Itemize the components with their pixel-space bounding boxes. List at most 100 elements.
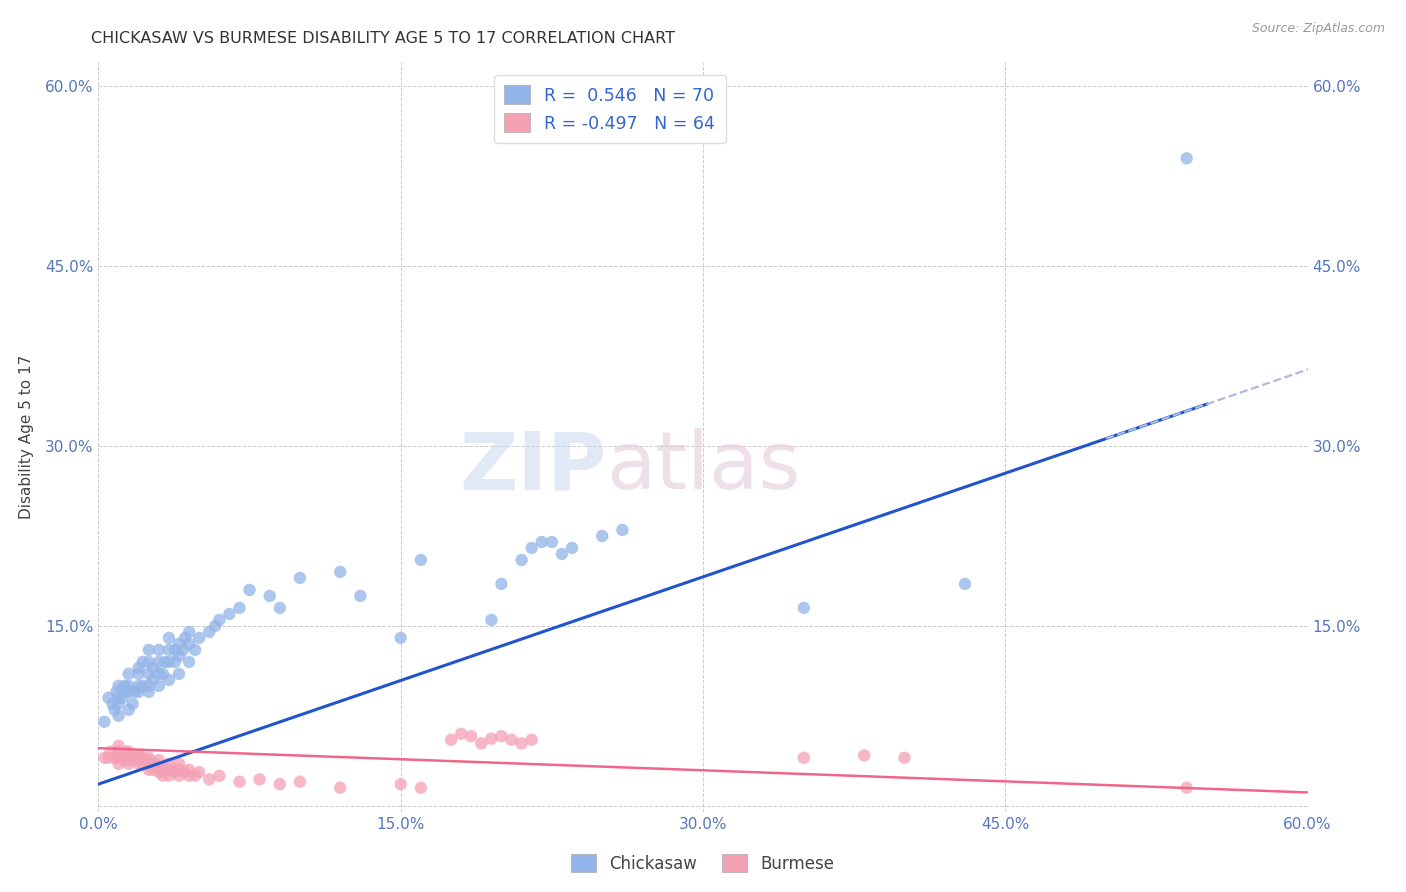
Point <box>138 751 160 765</box>
Point <box>329 565 352 579</box>
Point <box>138 679 160 693</box>
Legend: Chickasaw, Burmese: Chickasaw, Burmese <box>565 847 841 880</box>
Point <box>163 643 186 657</box>
Point <box>132 655 155 669</box>
Point <box>107 751 129 765</box>
Point <box>167 648 190 663</box>
Point <box>188 631 211 645</box>
Point <box>142 661 165 675</box>
Point <box>1175 152 1198 166</box>
Point <box>114 679 136 693</box>
Point <box>107 697 129 711</box>
Point <box>138 655 160 669</box>
Point <box>143 756 166 771</box>
Point <box>491 729 513 743</box>
Point <box>153 655 176 669</box>
Point <box>128 679 150 693</box>
Point <box>481 731 503 746</box>
Point <box>198 772 221 787</box>
Point <box>163 655 186 669</box>
Point <box>288 571 311 585</box>
Point <box>148 666 170 681</box>
Point <box>128 748 150 763</box>
Point <box>107 756 129 771</box>
Point <box>409 780 432 795</box>
Point <box>114 753 136 767</box>
Point <box>148 679 170 693</box>
Point <box>591 529 613 543</box>
Point <box>157 673 180 687</box>
Point <box>612 523 634 537</box>
Point <box>121 697 143 711</box>
Point <box>103 703 125 717</box>
Point <box>93 751 115 765</box>
Point <box>188 765 211 780</box>
Point <box>510 736 533 750</box>
Point <box>97 751 120 765</box>
Point <box>148 765 170 780</box>
Text: ZIP: ZIP <box>458 428 606 506</box>
Point <box>142 673 165 687</box>
Point <box>179 624 201 639</box>
Point <box>148 760 170 774</box>
Point <box>510 553 533 567</box>
Point <box>793 751 815 765</box>
Point <box>132 756 155 771</box>
Point <box>157 643 180 657</box>
Point <box>115 745 138 759</box>
Point <box>107 690 129 705</box>
Point <box>100 745 122 759</box>
Point <box>148 753 170 767</box>
Text: CHICKASAW VS BURMESE DISABILITY AGE 5 TO 17 CORRELATION CHART: CHICKASAW VS BURMESE DISABILITY AGE 5 TO… <box>91 31 675 46</box>
Point <box>132 679 155 693</box>
Point <box>148 655 170 669</box>
Point <box>269 601 291 615</box>
Point <box>152 769 174 783</box>
Point <box>105 685 128 699</box>
Point <box>329 780 352 795</box>
Point <box>174 631 197 645</box>
Point <box>204 619 226 633</box>
Point <box>179 655 201 669</box>
Point <box>551 547 574 561</box>
Point <box>1175 780 1198 795</box>
Point <box>128 685 150 699</box>
Point <box>561 541 583 555</box>
Point <box>111 690 134 705</box>
Point <box>481 613 503 627</box>
Point <box>121 753 143 767</box>
Point <box>118 745 141 759</box>
Point <box>132 751 155 765</box>
Point <box>184 769 207 783</box>
Point <box>128 661 150 675</box>
Point <box>107 708 129 723</box>
Point <box>953 577 976 591</box>
Point <box>167 637 190 651</box>
Point <box>184 643 207 657</box>
Point <box>138 756 160 771</box>
Text: atlas: atlas <box>606 428 800 506</box>
Legend: R =  0.546   N = 70, R = -0.497   N = 64: R = 0.546 N = 70, R = -0.497 N = 64 <box>494 75 725 143</box>
Point <box>152 666 174 681</box>
Point <box>118 703 141 717</box>
Point <box>118 666 141 681</box>
Point <box>793 601 815 615</box>
Point <box>450 727 472 741</box>
Point <box>409 553 432 567</box>
Point <box>138 643 160 657</box>
Point <box>259 589 281 603</box>
Point <box>893 751 915 765</box>
Point <box>118 685 141 699</box>
Point <box>118 756 141 771</box>
Point <box>218 607 240 621</box>
Point <box>124 685 146 699</box>
Text: Source: ZipAtlas.com: Source: ZipAtlas.com <box>1251 22 1385 36</box>
Point <box>389 631 412 645</box>
Point <box>288 774 311 789</box>
Point <box>440 732 463 747</box>
Point <box>138 753 160 767</box>
Point <box>118 748 141 763</box>
Point <box>491 577 513 591</box>
Point <box>148 643 170 657</box>
Point <box>118 679 141 693</box>
